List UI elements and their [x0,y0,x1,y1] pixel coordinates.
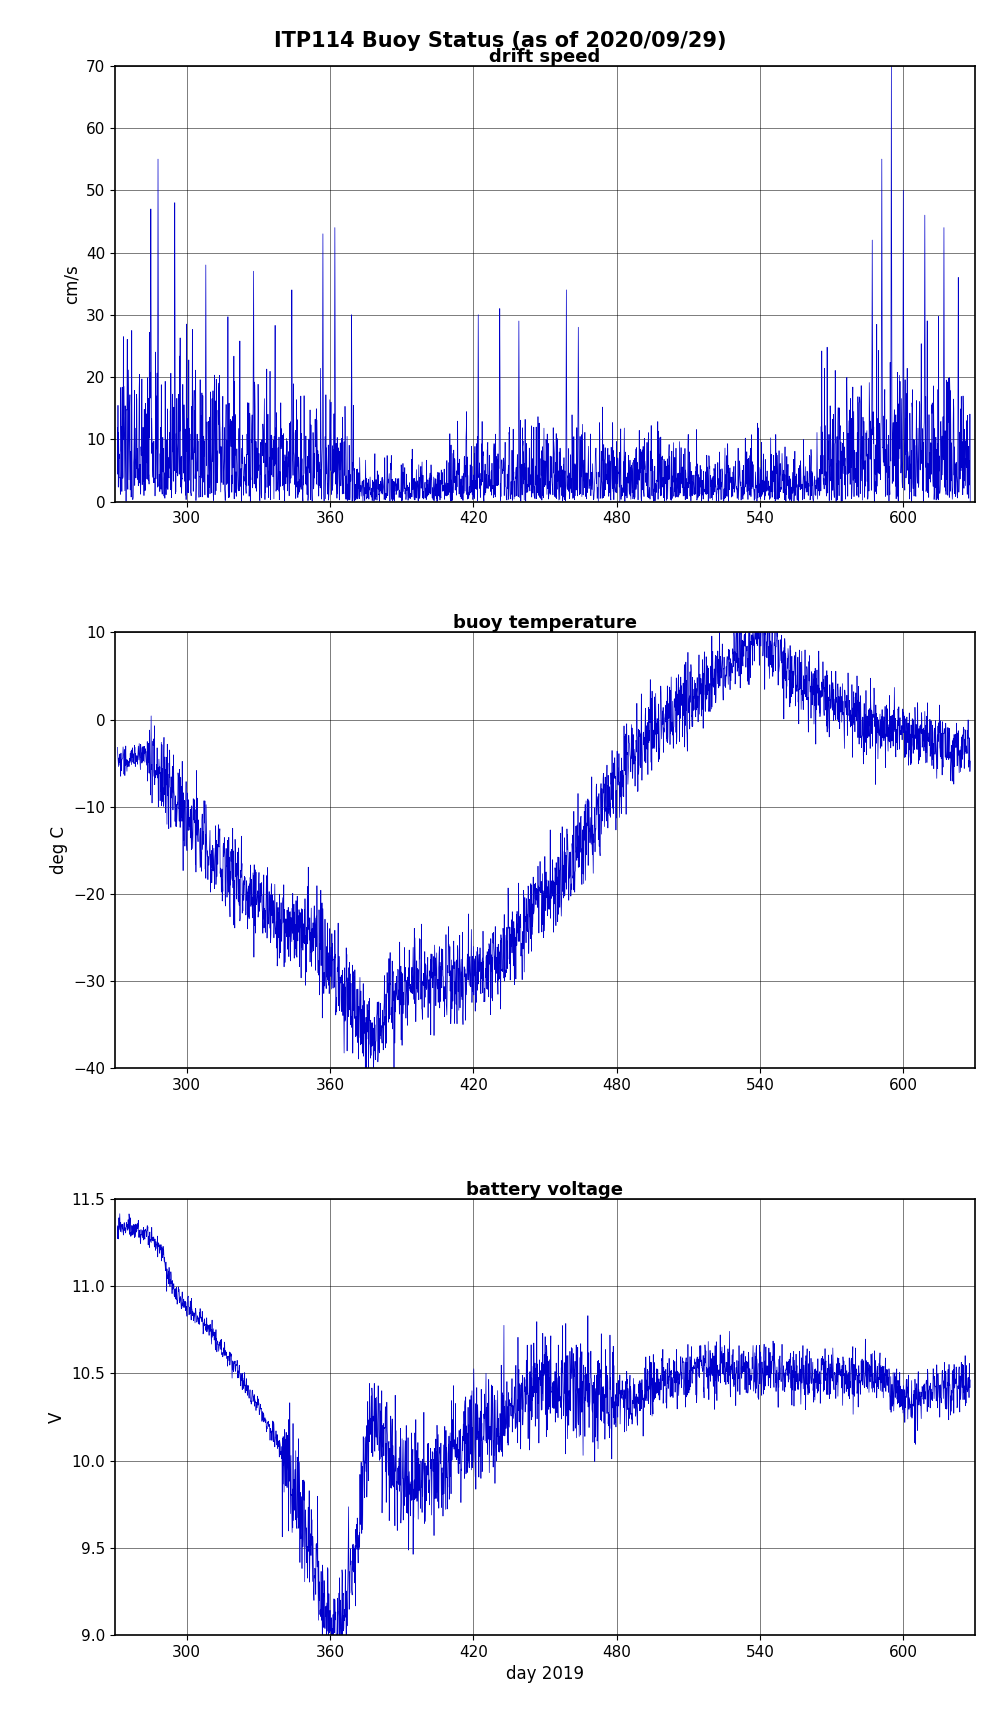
Y-axis label: deg C: deg C [50,827,68,874]
Title: buoy temperature: buoy temperature [453,614,637,631]
Y-axis label: V: V [48,1412,66,1422]
Title: drift speed: drift speed [489,47,601,66]
Y-axis label: cm/s: cm/s [62,263,80,303]
Title: battery voltage: battery voltage [466,1182,624,1199]
Text: ITP114 Buoy Status (as of 2020/09/29): ITP114 Buoy Status (as of 2020/09/29) [274,31,726,52]
X-axis label: day 2019: day 2019 [506,1666,584,1683]
